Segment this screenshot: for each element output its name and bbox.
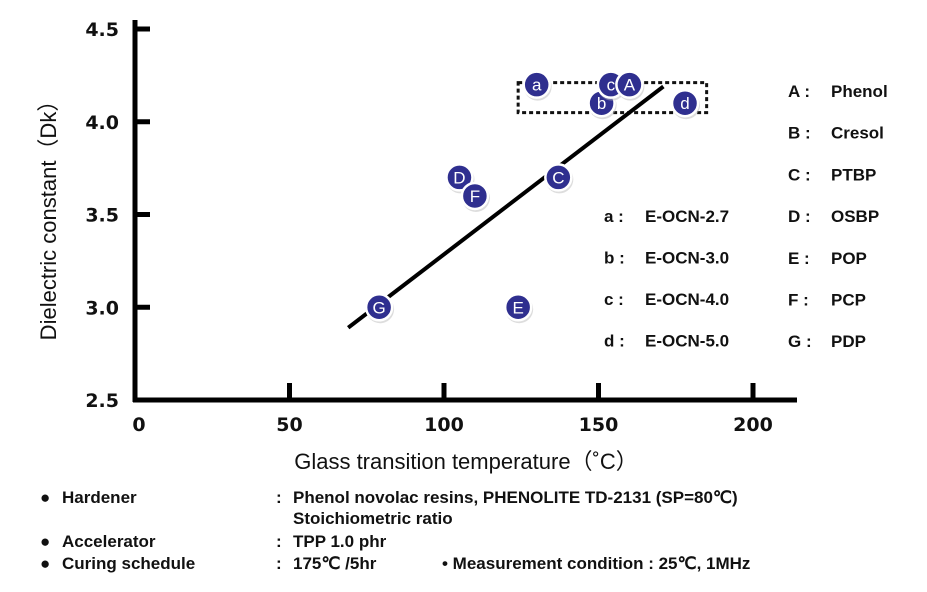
marker-label: E: [512, 298, 523, 317]
data-point-d: d: [670, 88, 701, 120]
colon: :: [276, 532, 282, 551]
axes: [132, 20, 797, 403]
y-axis-title: Dielectric constant（Dk）: [36, 90, 61, 341]
x-tick-label: 100: [424, 414, 464, 436]
y-tick-label: 4.0: [85, 112, 119, 134]
data-point-A: A: [615, 70, 645, 101]
marker-label: a: [532, 76, 542, 95]
legend-key: B :: [788, 124, 811, 143]
marker-circle: [445, 163, 474, 192]
legend-key: d :: [604, 332, 625, 351]
legend-key: c :: [604, 290, 624, 309]
x-tick-label: 50: [276, 414, 302, 436]
legend-name: Cresol: [831, 124, 884, 143]
legend-name: Phenol: [831, 82, 888, 101]
legend-key: C :: [788, 165, 811, 184]
marker-circle: [364, 293, 394, 322]
x-tick-label: 200: [733, 414, 773, 436]
scatter-chart: 2.5 3.0 3.5 4.0 4.5 0 50 100 150 200 Dielectric …: [36, 19, 888, 474]
legend-name: E-OCN-2.7: [645, 207, 729, 226]
x-tick-label: 150: [579, 414, 619, 436]
legend-name: PCP: [831, 291, 866, 310]
legend-key: b :: [604, 249, 625, 268]
marker-label: F: [470, 187, 480, 206]
marker-label: C: [552, 168, 564, 187]
bullet-icon: ●: [40, 532, 51, 551]
marker-label: A: [624, 76, 636, 95]
hardener-value-ratio: Stoichiometric ratio: [293, 509, 453, 528]
legend-name: POP: [831, 249, 867, 268]
x-tick-label: 0: [132, 414, 145, 436]
hardener-value: Phenol novolac resins, PHENOLITE TD-2131…: [293, 488, 738, 507]
marker-label: d: [680, 94, 689, 113]
legend-name: PDP: [831, 332, 866, 351]
accelerator-label: Accelerator: [62, 532, 156, 551]
legend-key: F :: [788, 291, 809, 310]
marker-circle: [503, 293, 533, 322]
data-point-E: E: [503, 293, 534, 324]
legend-key: A :: [788, 82, 810, 101]
legend-key: E :: [788, 249, 810, 268]
data-point-a: a: [522, 70, 552, 101]
colon: :: [276, 554, 282, 573]
marker-label: c: [607, 76, 616, 95]
measurement-condition: • Measurement condition : 25℃, 1MHz: [442, 554, 751, 573]
data-point-F: F: [460, 181, 490, 212]
y-tick-label: 3.0: [85, 297, 119, 319]
legend-name: OSBP: [831, 207, 879, 226]
marker-label: b: [597, 94, 606, 113]
colon: :: [276, 488, 282, 507]
marker-circle: [522, 70, 551, 99]
curing-value: 175℃ /5hr: [293, 554, 377, 573]
marker-circle: [670, 88, 700, 118]
legend-key: a :: [604, 207, 624, 226]
marker-circle: [544, 163, 573, 192]
bullet-icon: ●: [40, 554, 51, 573]
y-tick-label: 3.5: [85, 205, 119, 227]
data-point-C: C: [544, 163, 574, 194]
marker-circle: [460, 181, 490, 211]
marker-circle: [615, 70, 644, 99]
marker-label: G: [372, 298, 385, 317]
legend-name: E-OCN-4.0: [645, 290, 729, 309]
marker-label: D: [453, 168, 465, 187]
y-tick-label: 4.5: [85, 19, 119, 41]
bullet-icon: ●: [40, 488, 51, 507]
data-point-G: G: [364, 293, 395, 324]
curing-label: Curing schedule: [62, 554, 196, 573]
legend-name: E-OCN-3.0: [645, 249, 729, 268]
legend-name: PTBP: [831, 165, 876, 184]
x-axis-title: Glass transition temperature（˚C）: [294, 449, 638, 474]
legend-name: E-OCN-5.0: [645, 332, 729, 351]
legend-key: G :: [788, 332, 812, 351]
legend-key: D :: [788, 207, 811, 226]
accelerator-value: TPP 1.0 phr: [293, 532, 387, 551]
hardener-label: Hardener: [62, 488, 137, 507]
y-tick-label: 2.5: [85, 390, 119, 412]
trend-line: [346, 84, 665, 330]
